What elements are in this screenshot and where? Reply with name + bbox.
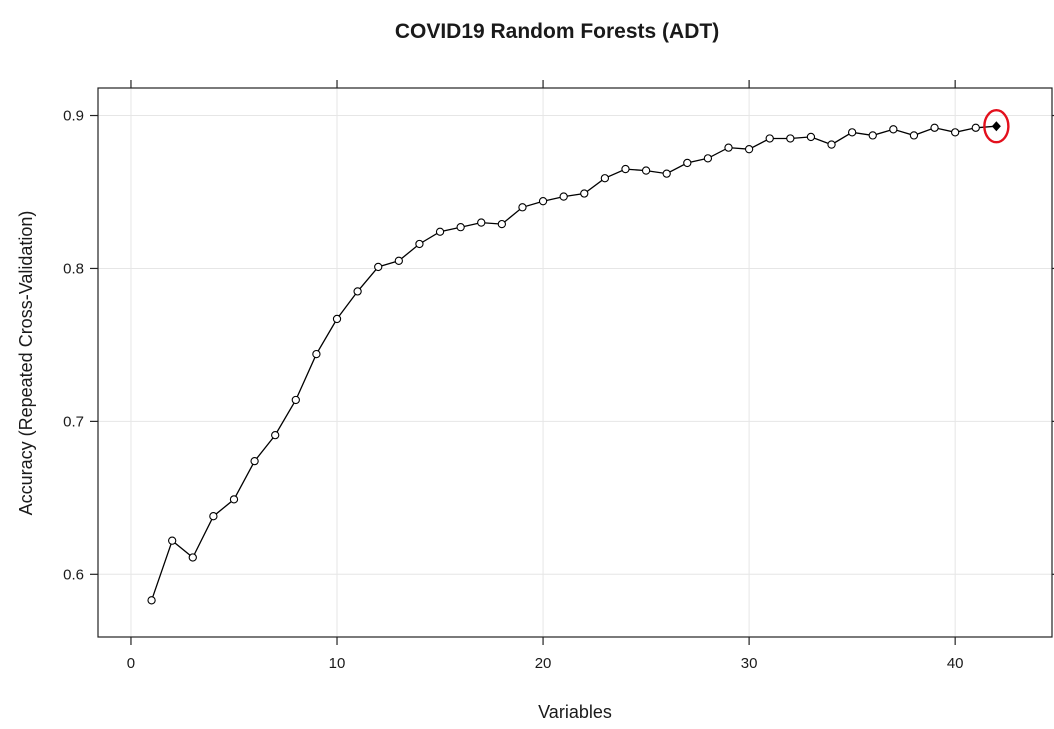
data-point (703, 154, 713, 163)
x-axis-label: Variables (538, 702, 612, 722)
data-point (353, 287, 362, 296)
data-point (786, 134, 795, 143)
data-point (868, 131, 877, 140)
data-point (456, 223, 465, 232)
y-tick-label: 0.7 (63, 413, 84, 430)
data-point (621, 164, 630, 174)
data-point (312, 349, 321, 359)
x-tick-label: 30 (741, 655, 758, 672)
data-point (806, 132, 816, 142)
x-tick-label: 40 (947, 655, 964, 672)
data-point (271, 430, 280, 440)
y-axis-label: Accuracy (Repeated Cross-Validation) (16, 211, 36, 516)
series-line (150, 125, 997, 601)
data-point (580, 189, 589, 198)
x-tick-label: 10 (329, 655, 346, 672)
data-point (559, 192, 568, 201)
data-point (744, 145, 754, 154)
data-point (147, 596, 156, 605)
data-point (847, 128, 857, 137)
chart-title: COVID19 Random Forests (ADT) (395, 20, 719, 43)
data-point (930, 123, 939, 132)
data-point (477, 218, 486, 227)
data-point (971, 123, 980, 132)
data-point (662, 169, 671, 178)
data-point (538, 197, 548, 206)
data-point (765, 134, 774, 143)
data-point (229, 495, 239, 504)
data-point (683, 158, 692, 168)
plot-frame (97, 87, 1053, 638)
data-point (724, 143, 733, 152)
highlight-ellipse (983, 109, 1010, 144)
data-point (497, 219, 507, 229)
data-point (641, 166, 651, 175)
data-point (909, 131, 919, 140)
y-tick-label: 0.6 (63, 566, 84, 583)
data-point (291, 395, 300, 405)
x-tick-label: 20 (535, 655, 552, 672)
y-tick-label: 0.8 (63, 260, 84, 277)
axis-ticks: 0 10 20 30 40 0.6 0.7 0.8 0.9 (63, 80, 1054, 672)
data-point (889, 125, 898, 134)
x-tick-label: 0 (127, 655, 135, 672)
data-point (518, 203, 527, 212)
data-point (250, 456, 259, 466)
data-point (827, 140, 836, 149)
data-point (600, 174, 610, 183)
data-point (951, 128, 960, 137)
y-tick-label: 0.9 (63, 108, 84, 125)
data-point (188, 553, 197, 562)
data-point (415, 239, 424, 249)
best-point-marker (991, 121, 1001, 132)
data-point (374, 262, 383, 272)
data-point (168, 536, 177, 545)
data-point (209, 512, 218, 521)
grid-lines (98, 88, 1052, 637)
data-series (147, 109, 1010, 605)
data-point (394, 256, 403, 265)
data-point (435, 227, 445, 236)
data-point (332, 314, 342, 324)
